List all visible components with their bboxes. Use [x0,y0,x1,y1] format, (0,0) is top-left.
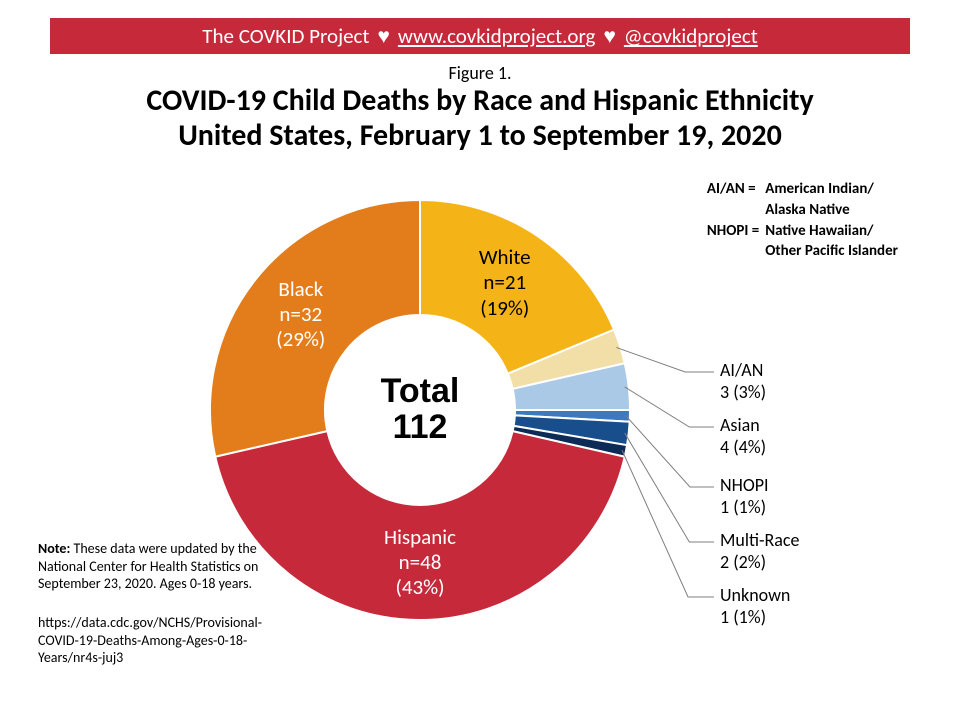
leader-asian [625,387,714,427]
leader-multi [625,433,714,542]
banner-link-handle[interactable]: @covkidproject [624,23,758,49]
leader-unknown [622,450,714,597]
abbrev-nhopi-val1: Native Hawaiian/ [761,222,898,241]
chart-title: COVID-19 Child Deaths by Race and Hispan… [0,84,960,153]
center-label: Total [381,374,460,410]
side-label-nhopi: NHOPI1 (1%) [720,475,769,518]
banner-link-site[interactable]: www.covkidproject.org [398,23,596,49]
abbrev-aian-val2: Alaska Native [761,201,898,220]
leader-nhopi [626,416,714,487]
banner-text: The COVKID Project [202,23,369,49]
slice-label-white: Whiten=21(19%) [479,245,531,321]
header-banner: The COVKID Project ♥ www.covkidproject.o… [50,18,910,54]
slice-label-hispanic: Hispanicn=48(43%) [384,525,456,601]
abbrev-nhopi-key: NHOPI = [707,222,759,241]
side-label-asian: Asian4 (4%) [720,415,766,458]
leader-aian [616,347,714,372]
side-label-multi: Multi-Race2 (2%) [720,530,799,573]
figure-label: Figure 1. [0,62,960,84]
side-label-aian: AI/AN3 (3%) [720,360,766,403]
side-label-unknown: Unknown1 (1%) [720,585,790,628]
title-line2: United States, February 1 to September 1… [0,119,960,154]
note-bold: Note: [38,540,70,557]
center-value: 112 [393,410,448,446]
heart-icon: ♥ [377,23,389,49]
abbrev-aian-val1: American Indian/ [761,180,898,199]
source-url: https://data.cdc.gov/NCHS/Provisional-CO… [38,614,288,667]
abbrev-nhopi-val2: Other Pacific Islander [761,242,898,261]
title-line1: COVID-19 Child Deaths by Race and Hispan… [0,84,960,119]
heart-icon: ♥ [603,23,615,49]
footnote: Note: These data were updated by the Nat… [38,540,278,593]
note-text: These data were updated by the National … [38,540,258,592]
slice-label-black: Blackn=32(29%) [276,277,325,353]
abbreviation-legend: AI/AN = American Indian/ Alaska Native N… [705,178,900,263]
abbrev-aian-key: AI/AN = [707,180,759,199]
donut-center: Total 112 [325,315,515,505]
